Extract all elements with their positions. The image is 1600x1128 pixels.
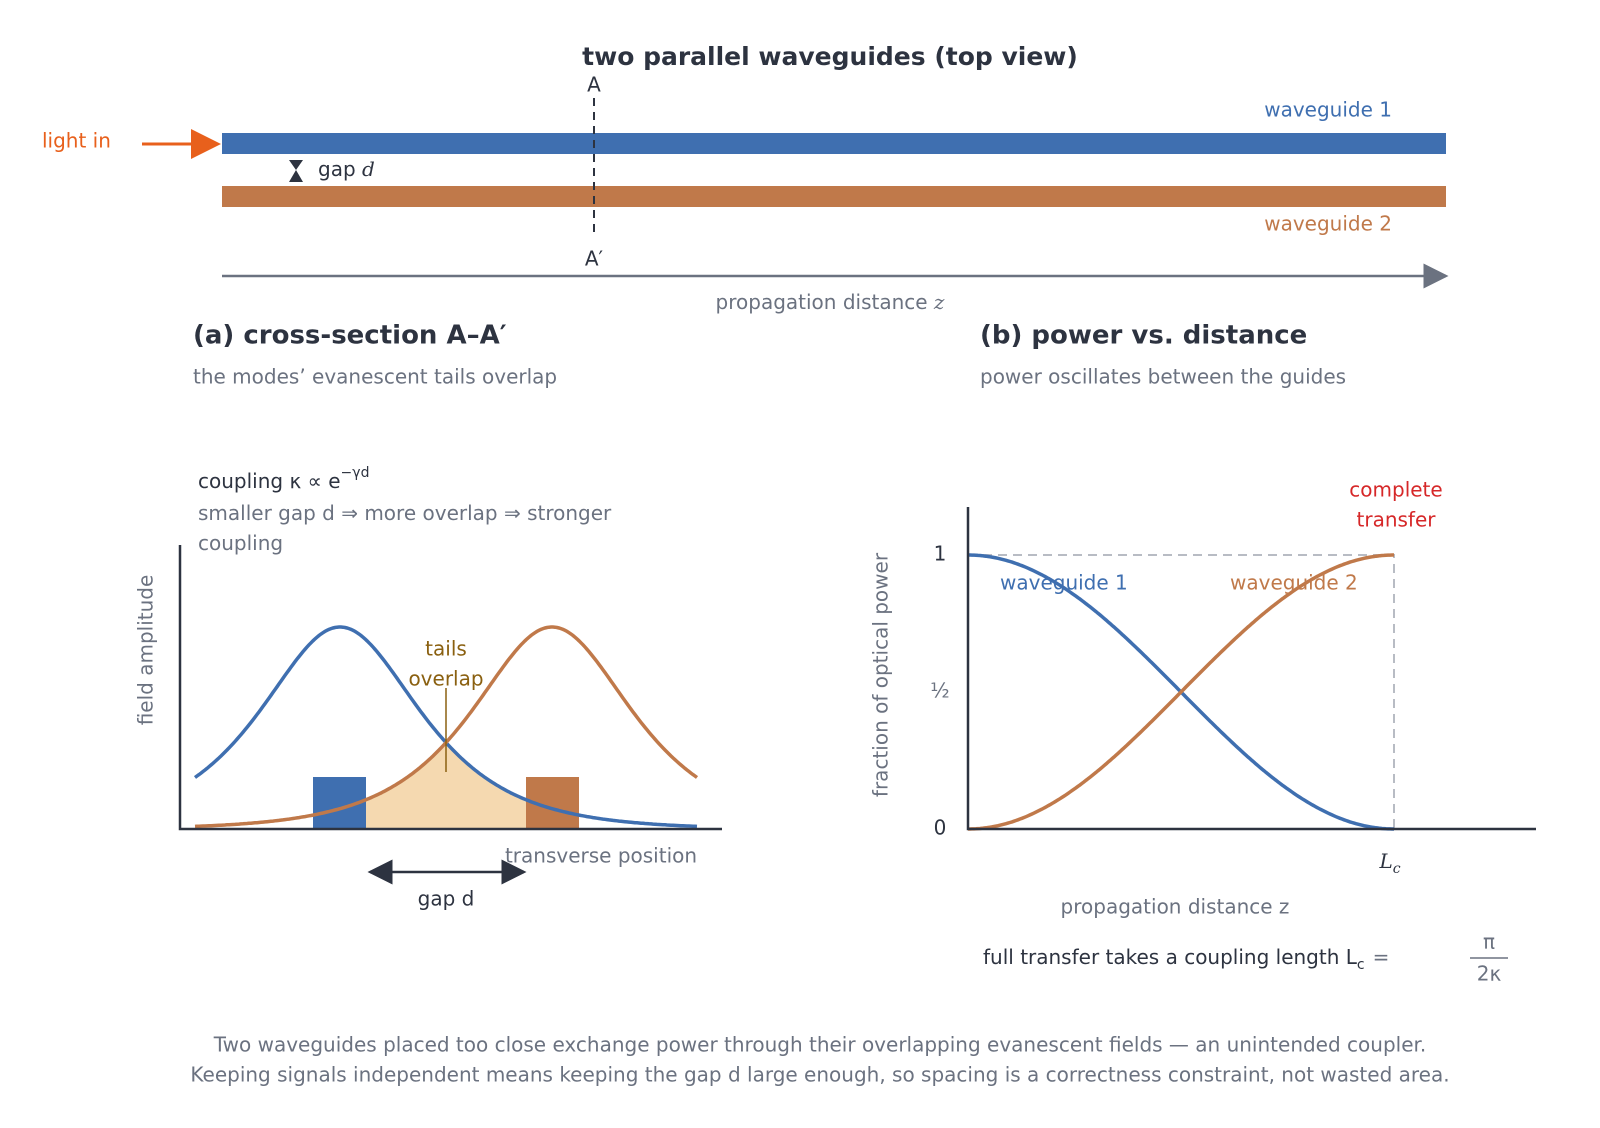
top-title: two parallel waveguides (top view) <box>582 42 1078 71</box>
coupling-note: smaller gap d ⇒ more overlap ⇒ stronger … <box>198 501 612 555</box>
section-bottom: A′ <box>585 247 604 271</box>
light-in-label: light in <box>42 129 111 153</box>
gap-symbol: d <box>362 157 375 181</box>
coupling-length-note: full transfer takes a coupling length Lc… <box>983 945 1389 974</box>
panel-a-y-label: field amplitude <box>134 575 158 726</box>
panel-a-subtitle: the modes’ evanescent tails overlap <box>193 365 557 389</box>
z-axis-label: propagation distance z <box>716 290 945 314</box>
gap-icon <box>289 160 303 182</box>
lc-tick: Lc <box>1378 849 1400 878</box>
coupling-exponent: −γd <box>341 465 370 481</box>
panel-b-x-label: propagation distance z <box>1061 895 1290 919</box>
note-sub: c <box>1357 957 1365 973</box>
transfer-label: complete <box>1349 478 1442 502</box>
curve-2-label: waveguide 2 <box>1230 571 1358 595</box>
waveguide-1-bar <box>222 133 1446 154</box>
tick-label: ½ <box>930 679 949 703</box>
z-axis-symbol: z <box>933 290 945 314</box>
tick-label: 1 <box>934 542 947 566</box>
panel-b-title: (b) power vs. distance <box>980 321 1307 351</box>
gap-word: gap <box>318 157 356 181</box>
panel-a-gap-label: gap d <box>418 887 475 911</box>
waveguide-2-label: waveguide 2 <box>1264 212 1392 236</box>
overlap-label: overlap <box>408 667 483 691</box>
coupling-formula: coupling κ ∝ e−γd <box>198 465 369 493</box>
gap-label: gap d <box>318 157 375 181</box>
note-eq: = <box>1373 945 1390 969</box>
caption-line: Two waveguides placed too close exchange… <box>213 1033 1427 1057</box>
panel-a-title: (a) cross-section A–A′ <box>193 321 507 351</box>
panel-b-subtitle: power oscillates between the guides <box>980 365 1346 389</box>
overlap-area <box>340 742 552 829</box>
note-denominator: 2κ <box>1477 962 1502 986</box>
note-numerator: π <box>1483 930 1495 954</box>
panel-a-axes <box>178 545 722 831</box>
z-axis-word: propagation distance <box>716 290 928 314</box>
lc-main: L <box>1378 849 1392 873</box>
panel-b-axes <box>966 507 1536 831</box>
section-top: A <box>587 73 601 97</box>
waveguide-2-bar <box>222 186 1446 207</box>
coupling-text: coupling κ ∝ e <box>198 469 341 493</box>
transfer-label: transfer <box>1357 508 1437 532</box>
power-2-curve <box>968 553 1394 831</box>
caption-line: Keeping signals independent means keepin… <box>190 1063 1449 1087</box>
note-text: full transfer takes a coupling length L <box>983 945 1358 969</box>
tick-label: 0 <box>934 816 947 840</box>
overlap-label: tails <box>425 637 467 661</box>
curve-1-label: waveguide 1 <box>1000 571 1128 595</box>
lc-sub: c <box>1393 861 1401 877</box>
waveguide-1-label: waveguide 1 <box>1264 98 1392 122</box>
panel-a-x-label: transverse position <box>505 844 697 868</box>
panel-b-y-label: fraction of optical power <box>869 552 893 797</box>
